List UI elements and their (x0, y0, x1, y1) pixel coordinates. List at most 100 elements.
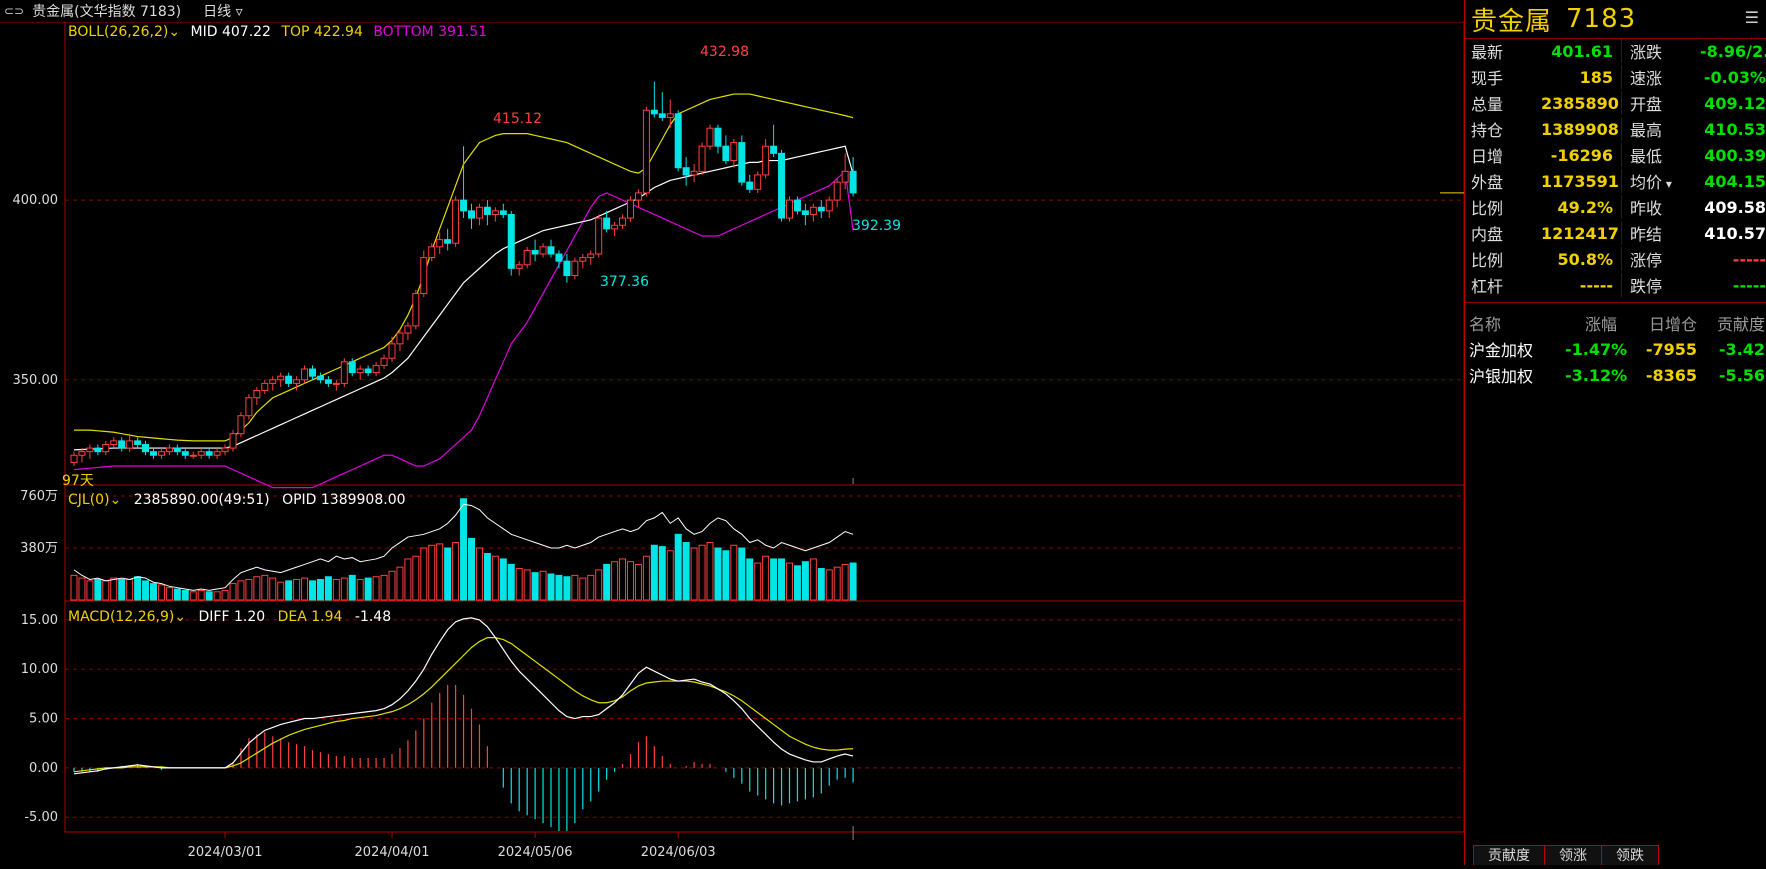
volume-bar (460, 498, 468, 601)
candle-body (316, 375, 324, 381)
volume-bar (595, 569, 603, 601)
volume-bar (348, 574, 356, 601)
macd-legend: MACD(12,26,9)⌄ DIFF 1.20 DEA 1.94 -1.48 (68, 609, 391, 625)
volume-bar (547, 573, 555, 601)
candle-body (237, 415, 245, 435)
chevron-down-icon[interactable]: ⌄ (174, 609, 187, 625)
contrib-cell: 沪金加权 (1469, 341, 1534, 360)
quote-value: -0.03% (1703, 67, 1766, 87)
chevron-down-icon[interactable]: ⌄ (109, 492, 122, 508)
volume-bar (324, 576, 332, 601)
volume-bar (229, 583, 237, 601)
volume-bar (674, 533, 682, 601)
chart-area[interactable]: 400.00 350.00 760万 380万 15.00 10.00 5.00 0.00 -5… (0, 0, 1465, 865)
panel-tab[interactable]: 领涨 (1544, 845, 1602, 865)
contrib-header[interactable]: 名称 (1469, 315, 1502, 334)
chart-svg[interactable]: 400.00 350.00 760万 380万 15.00 10.00 5.00 0.00 -5… (0, 0, 1465, 865)
y-tick-label: 400.00 (13, 193, 59, 208)
chevron-down-icon[interactable]: ⌄ (168, 24, 181, 40)
chevron-down-icon[interactable]: ▿ (231, 4, 243, 20)
volume-bar (587, 574, 595, 601)
volume-bar (134, 576, 142, 601)
candle-body (396, 332, 404, 345)
y-tick-label: 350.00 (13, 373, 59, 388)
volume-bar (523, 569, 531, 601)
quote-label: 开盘 (1621, 91, 1700, 115)
quote-label: 总量 (1471, 95, 1504, 114)
candle-body (444, 239, 452, 244)
panel-tab[interactable]: 领跌 (1601, 845, 1659, 865)
cjl-legend: CJL(0)⌄ 2385890.00(49:51) OPID 1389908.0… (68, 492, 406, 508)
contrib-header[interactable]: 涨幅 (1584, 315, 1617, 334)
volume-bar (150, 583, 157, 601)
candle-body (221, 447, 229, 453)
volume-bar (746, 558, 754, 601)
contrib-row[interactable]: 沪银加权 -3.12% -8365 -5.56 (1465, 362, 1766, 388)
volume-bar (778, 558, 786, 601)
volume-bar (730, 544, 738, 601)
volume-bar (388, 570, 396, 601)
candle-body (94, 447, 102, 453)
volume-bar (650, 544, 658, 601)
volume-bar (849, 562, 857, 601)
boll-legend: BOLL(26,26,2)⌄ MID 407.22 TOP 422.94 BOT… (68, 24, 487, 40)
candle-body (833, 181, 841, 201)
quote-row: 比例 50.8% 涨停 ----- (1465, 246, 1766, 272)
candle-body (428, 246, 436, 259)
candle-body (619, 217, 627, 226)
candle-body (460, 199, 468, 212)
contrib-header[interactable]: 日增仓 (1648, 315, 1697, 334)
period-selector[interactable]: 日线 ▿ (203, 1, 242, 21)
candle-body (531, 249, 539, 255)
boll-name[interactable]: BOLL(26,26,2) (68, 24, 169, 40)
volume-bar (340, 577, 348, 601)
macd-name[interactable]: MACD(12,26,9) (68, 609, 175, 625)
candle-body (690, 170, 698, 176)
y-tick-label: 380万 (20, 541, 58, 556)
volume-bar (658, 546, 666, 601)
volume-bar (571, 574, 579, 601)
volume-bar (714, 547, 722, 601)
volume-bar (809, 558, 817, 601)
volume-bar (841, 563, 849, 601)
candle-body (634, 192, 642, 201)
candle-body (746, 181, 754, 190)
volume-bar (436, 543, 444, 601)
contrib-header[interactable]: 贡献度 (1716, 315, 1765, 334)
menu-icon[interactable]: ☰ (1744, 8, 1759, 27)
candle-body (86, 447, 94, 453)
quote-value: 409.58 (1704, 197, 1766, 217)
quote-value: 404.15 (1704, 171, 1766, 191)
volume-bar (531, 572, 539, 601)
y-tick-label: 10.00 (21, 662, 58, 677)
volume-bar (793, 565, 801, 601)
quote-value: 410.53 (1704, 119, 1766, 139)
candle-body (507, 213, 515, 269)
cjl-name[interactable]: CJL(0) (68, 492, 110, 508)
candle-body (499, 210, 507, 215)
contrib-header-row: 名称 涨幅 日增仓 贡献度 (1465, 310, 1766, 336)
volume-bar (619, 558, 627, 601)
period-label[interactable]: 日线 (203, 4, 232, 20)
panel-tab[interactable]: 贡献度 (1473, 845, 1545, 865)
quote-label: 昨结 (1621, 221, 1700, 245)
days-label: 97天 (62, 473, 94, 489)
contrib-row[interactable]: 沪金加权 -1.47% -7955 -3.42 (1465, 336, 1766, 362)
volume-bar (142, 580, 150, 601)
candle-body (301, 368, 309, 381)
candle-body (483, 206, 491, 215)
candle-body (786, 199, 793, 219)
quote-label: 均价 ▾ (1621, 169, 1700, 193)
window-title-bar: ⊂⊃ 贵金属(文华指数 7183) 日线 ▿ (0, 0, 1462, 22)
volume-bar (468, 537, 475, 601)
chevron-down-icon[interactable]: ▾ (1662, 177, 1672, 191)
candle-body (332, 382, 340, 385)
quote-value: 1212417 (1541, 223, 1619, 243)
quote-label: 比例 (1471, 251, 1504, 270)
volume-bar (110, 577, 118, 601)
candle-body (658, 113, 666, 118)
y-tick-label: 0.00 (29, 761, 58, 776)
candle-body (372, 364, 380, 374)
candle-body (269, 379, 277, 384)
candle-body (245, 397, 253, 417)
